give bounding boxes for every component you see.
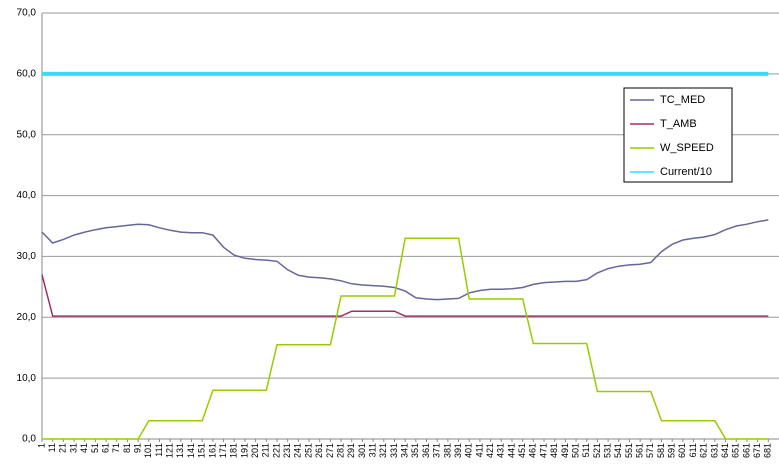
x-tick-label: 31 bbox=[68, 443, 78, 453]
series-line bbox=[41, 274, 769, 317]
series-line bbox=[41, 219, 769, 301]
x-tick-label: 121 bbox=[165, 443, 175, 458]
legend-label: W_SPEED bbox=[660, 142, 714, 154]
x-tick-label: 311 bbox=[367, 443, 377, 457]
y-tick-label: 20,0 bbox=[17, 312, 37, 323]
x-tick-label: 131 bbox=[175, 443, 185, 458]
x-tick-label: 401 bbox=[464, 443, 474, 458]
x-tick-label: 41 bbox=[79, 443, 89, 453]
y-tick-label: 0,0 bbox=[22, 434, 36, 445]
x-tick-label: 521 bbox=[592, 443, 602, 458]
x-tick-label: 381 bbox=[442, 443, 452, 458]
x-tick-label: 241 bbox=[293, 443, 303, 458]
x-tick-label: 301 bbox=[357, 443, 367, 458]
x-tick-label: 591 bbox=[667, 443, 677, 458]
y-tick-label: 50,0 bbox=[17, 129, 37, 140]
x-tick-label: 561 bbox=[635, 443, 645, 458]
x-tick-label: 331 bbox=[389, 443, 399, 458]
y-tick-label: 10,0 bbox=[17, 373, 37, 384]
x-tick-label: 341 bbox=[400, 443, 410, 458]
x-tick-label: 161 bbox=[207, 443, 217, 458]
legend-box bbox=[623, 87, 733, 183]
x-tick-label: 511 bbox=[581, 443, 591, 457]
x-tick-label: 601 bbox=[677, 443, 687, 458]
x-tick-label: 291 bbox=[346, 443, 356, 458]
x-tick-label: 191 bbox=[239, 443, 249, 458]
x-tick-label: 621 bbox=[699, 443, 709, 458]
series-line bbox=[42, 237, 769, 440]
x-tick-label: 611 bbox=[688, 443, 698, 457]
x-tick-label: 141 bbox=[186, 443, 196, 458]
x-tick-label: 551 bbox=[624, 443, 634, 458]
y-tick-label: 70,0 bbox=[17, 8, 37, 19]
legend-label: Current/10 bbox=[660, 166, 712, 178]
x-tick-label: 91 bbox=[133, 443, 143, 453]
x-tick-label: 21 bbox=[58, 443, 68, 453]
x-tick-label: 491 bbox=[560, 443, 570, 458]
x-tick-label: 581 bbox=[656, 443, 666, 458]
x-tick-label: 61 bbox=[100, 443, 110, 453]
x-tick-label: 651 bbox=[731, 443, 741, 458]
legend-label: TC_MED bbox=[660, 94, 705, 106]
x-tick-label: 251 bbox=[303, 443, 313, 458]
x-tick-label: 441 bbox=[506, 443, 516, 458]
x-tick-label: 681 bbox=[763, 443, 773, 458]
x-tick-label: 361 bbox=[421, 443, 431, 458]
x-tick-label: 451 bbox=[517, 443, 527, 458]
x-tick-label: 261 bbox=[314, 443, 324, 458]
x-tick-label: 171 bbox=[218, 443, 228, 458]
x-tick-label: 181 bbox=[229, 443, 239, 458]
x-tick-label: 201 bbox=[250, 443, 260, 458]
x-tick-label: 471 bbox=[538, 443, 548, 458]
x-tick-label: 661 bbox=[741, 443, 751, 458]
x-tick-label: 461 bbox=[528, 443, 538, 458]
x-tick-label: 11 bbox=[47, 443, 57, 452]
y-tick-label: 40,0 bbox=[17, 190, 37, 201]
x-tick-label: 151 bbox=[197, 443, 207, 458]
x-tick-label: 531 bbox=[602, 443, 612, 458]
x-tick-label: 501 bbox=[570, 443, 580, 458]
x-tick-label: 221 bbox=[271, 443, 281, 458]
x-tick-label: 321 bbox=[378, 443, 388, 458]
x-tick-label: 571 bbox=[645, 443, 655, 458]
x-tick-label: 1 bbox=[36, 443, 46, 448]
y-tick-label: 60,0 bbox=[17, 68, 37, 79]
x-tick-label: 671 bbox=[752, 443, 762, 458]
x-tick-label: 421 bbox=[485, 443, 495, 458]
x-tick-label: 481 bbox=[549, 443, 559, 458]
x-tick-label: 211 bbox=[261, 443, 271, 457]
x-tick-label: 71 bbox=[111, 443, 121, 453]
x-tick-label: 81 bbox=[122, 443, 132, 453]
x-tick-label: 281 bbox=[335, 443, 345, 458]
x-tick-label: 391 bbox=[453, 443, 463, 458]
x-tick-label: 231 bbox=[282, 443, 292, 458]
y-tick-label: 30,0 bbox=[17, 251, 37, 262]
x-tick-label: 431 bbox=[496, 443, 506, 458]
x-tick-label: 631 bbox=[709, 443, 719, 458]
x-tick-label: 351 bbox=[410, 443, 420, 458]
legend-label: T_AMB bbox=[660, 118, 697, 130]
x-tick-label: 371 bbox=[432, 443, 442, 458]
x-tick-label: 101 bbox=[143, 443, 153, 458]
legend: TC_MED T_AMB W_SPEED Current/10 bbox=[623, 87, 733, 183]
x-tick-label: 111 bbox=[154, 443, 164, 457]
x-tick-label: 411 bbox=[474, 443, 484, 457]
x-tick-label: 51 bbox=[90, 443, 100, 453]
x-tick-label: 641 bbox=[720, 443, 730, 458]
x-tick-label: 271 bbox=[325, 443, 335, 458]
x-tick-label: 541 bbox=[613, 443, 623, 458]
